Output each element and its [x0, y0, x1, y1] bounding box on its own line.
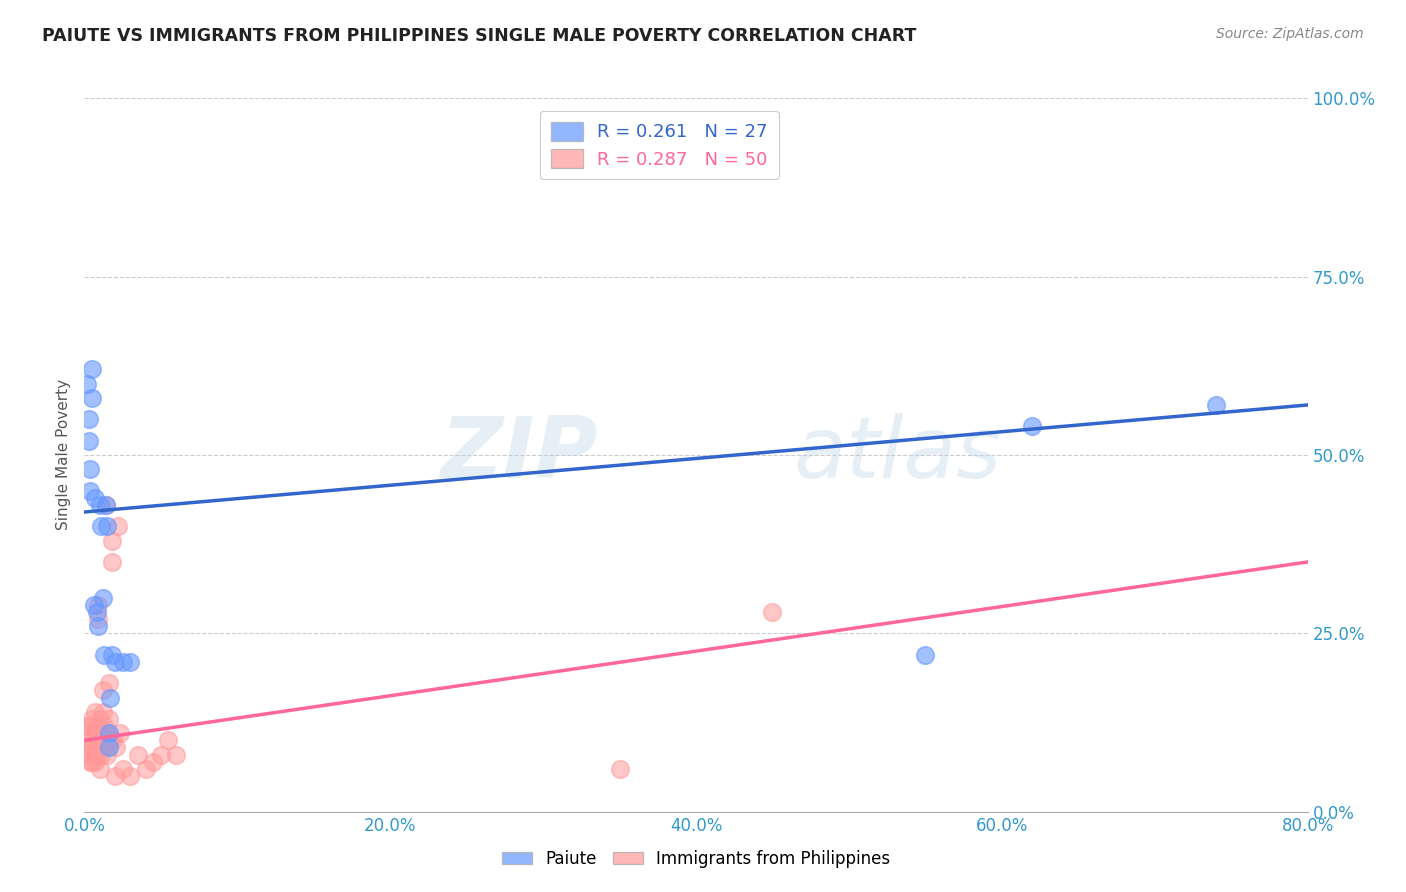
Point	[77, 434, 100, 448]
Point	[79, 755, 101, 769]
Point	[83, 747, 105, 762]
Point	[77, 733, 100, 747]
Point	[93, 648, 115, 662]
Legend: Paiute, Immigrants from Philippines: Paiute, Immigrants from Philippines	[495, 844, 897, 875]
Point	[76, 740, 98, 755]
Point	[75, 719, 97, 733]
Point	[97, 740, 120, 755]
Point	[1021, 419, 1043, 434]
Point	[90, 519, 112, 533]
Point	[94, 498, 117, 512]
Point	[609, 762, 631, 776]
Point	[105, 740, 128, 755]
Point	[89, 762, 111, 776]
Y-axis label: Single Male Poverty: Single Male Poverty	[56, 379, 72, 531]
Point	[103, 733, 125, 747]
Point	[104, 769, 127, 783]
Point	[120, 655, 142, 669]
Point	[108, 726, 131, 740]
Point	[86, 605, 108, 619]
Point	[149, 747, 172, 762]
Point	[96, 726, 118, 740]
Point	[914, 648, 936, 662]
Point	[1205, 398, 1227, 412]
Point	[84, 491, 107, 505]
Point	[104, 655, 127, 669]
Point	[86, 719, 108, 733]
Point	[80, 362, 103, 376]
Point	[79, 719, 101, 733]
Point	[87, 619, 110, 633]
Point	[97, 726, 120, 740]
Point	[77, 412, 100, 426]
Point	[76, 726, 98, 740]
Point	[111, 762, 134, 776]
Point	[97, 712, 120, 726]
Point	[79, 462, 101, 476]
Point	[76, 376, 98, 391]
Point	[86, 747, 108, 762]
Point	[96, 747, 118, 762]
Point	[101, 648, 124, 662]
Point	[87, 598, 110, 612]
Point	[83, 598, 105, 612]
Point	[90, 747, 112, 762]
Point	[89, 712, 111, 726]
Point	[84, 755, 107, 769]
Point	[91, 705, 114, 719]
Point	[80, 740, 103, 755]
Text: PAIUTE VS IMMIGRANTS FROM PHILIPPINES SINGLE MALE POVERTY CORRELATION CHART: PAIUTE VS IMMIGRANTS FROM PHILIPPINES SI…	[42, 27, 917, 45]
Point	[84, 733, 107, 747]
Point	[107, 519, 129, 533]
Point	[101, 555, 124, 569]
Point	[83, 726, 105, 740]
Point	[91, 683, 114, 698]
Point	[80, 755, 103, 769]
Point	[120, 769, 142, 783]
Point	[98, 690, 121, 705]
Point	[142, 755, 165, 769]
Point	[98, 733, 121, 747]
Point	[101, 533, 124, 548]
Text: atlas: atlas	[794, 413, 1002, 497]
Text: ZIP: ZIP	[440, 413, 598, 497]
Point	[77, 747, 100, 762]
Point	[94, 498, 117, 512]
Point	[165, 747, 187, 762]
Point	[97, 676, 120, 690]
Point	[84, 705, 107, 719]
Point	[87, 612, 110, 626]
Point	[90, 726, 112, 740]
Point	[80, 712, 103, 726]
Point	[79, 483, 101, 498]
Point	[157, 733, 180, 747]
Point	[91, 591, 114, 605]
Point	[93, 740, 115, 755]
Point	[111, 655, 134, 669]
Point	[96, 519, 118, 533]
Point	[80, 391, 103, 405]
Point	[93, 719, 115, 733]
Point	[127, 747, 149, 762]
Point	[135, 762, 157, 776]
Point	[89, 498, 111, 512]
Text: Source: ZipAtlas.com: Source: ZipAtlas.com	[1216, 27, 1364, 41]
Point	[761, 605, 783, 619]
